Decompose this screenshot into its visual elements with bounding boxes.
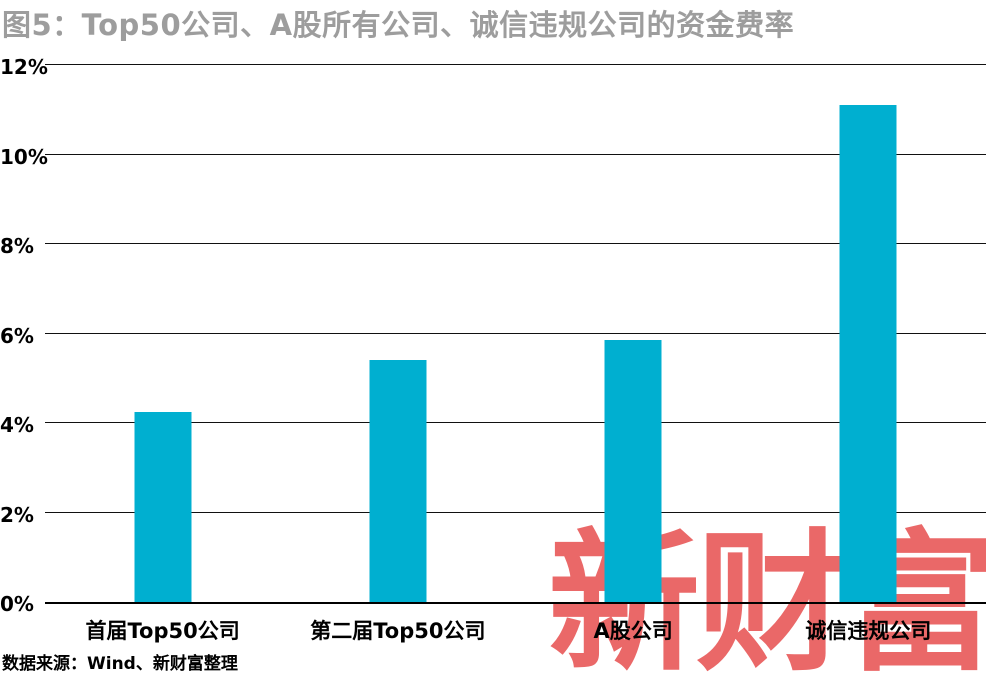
y-tick-label: 2% bbox=[0, 502, 34, 527]
gridline bbox=[45, 243, 986, 244]
x-category-label: A股公司 bbox=[593, 619, 673, 643]
gridline bbox=[45, 64, 986, 65]
bar-4 bbox=[839, 105, 897, 602]
plot-area bbox=[45, 64, 986, 604]
bar-slot bbox=[280, 65, 515, 602]
x-axis: 首届Top50公司 第二届Top50公司 A股公司 诚信违规公司 bbox=[45, 611, 986, 647]
y-tick-label: 8% bbox=[0, 234, 34, 258]
bar-3 bbox=[604, 340, 662, 602]
source-note: 数据来源：Wind、新财富整理 bbox=[2, 654, 238, 674]
y-tick-label: 12% bbox=[0, 55, 48, 79]
x-category-label: 诚信违规公司 bbox=[805, 619, 932, 643]
gridline bbox=[45, 153, 986, 155]
gridline bbox=[45, 422, 986, 423]
bar-slot bbox=[45, 65, 280, 602]
y-tick-label: 4% bbox=[0, 413, 34, 437]
y-tick-label: 0% bbox=[0, 592, 34, 616]
bar-slot bbox=[516, 65, 751, 602]
bar-2 bbox=[369, 360, 427, 602]
y-tick-label: 10% bbox=[0, 144, 48, 169]
bar-1 bbox=[134, 411, 192, 602]
x-category-label: 第二届Top50公司 bbox=[310, 619, 486, 643]
y-tick-label: 6% bbox=[0, 323, 34, 348]
chart-title: 图5：Top50公司、A股所有公司、诚信违规公司的资金费率 bbox=[2, 8, 795, 42]
bar-slot bbox=[751, 65, 986, 602]
gridline bbox=[45, 332, 986, 334]
x-category-label: 首届Top50公司 bbox=[85, 619, 240, 643]
gridline bbox=[45, 511, 986, 513]
y-axis: 0% 2% 4% 6% 8% 10% 12% bbox=[0, 56, 48, 615]
